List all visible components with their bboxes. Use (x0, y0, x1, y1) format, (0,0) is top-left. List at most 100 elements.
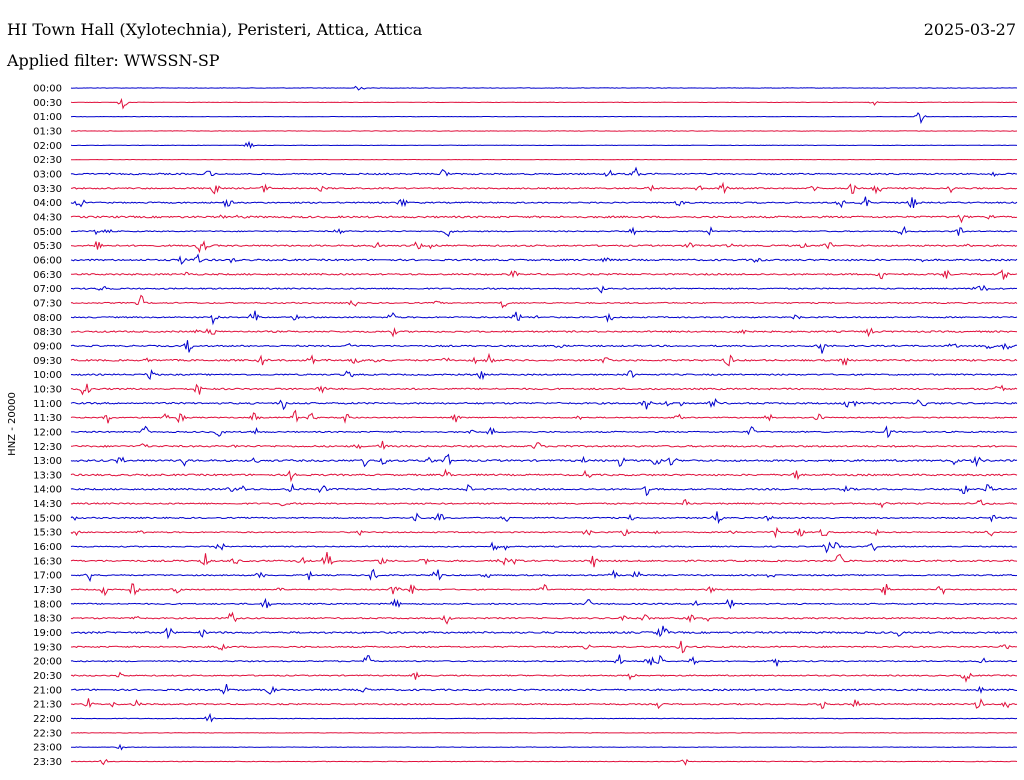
row-label: 23:30 (33, 757, 62, 768)
trace-line (70, 253, 1018, 265)
row-label: 16:30 (33, 556, 62, 567)
trace-line (71, 425, 1018, 439)
y-axis-label: HNZ - 20000 (7, 392, 18, 456)
row-label: 09:00 (33, 341, 62, 352)
row-label: 20:00 (33, 657, 62, 668)
trace-line (71, 440, 1018, 451)
row-label: 13:00 (33, 456, 62, 467)
trace-line (70, 499, 1018, 509)
trace-line (70, 698, 1018, 710)
trace-rows: 00:00 00:30 01:00 01:30 02:00 02:30 03:00 03:30… (33, 84, 1018, 768)
row-label: 14:00 (33, 485, 62, 496)
trace-line (70, 112, 1018, 125)
trace-line (70, 671, 1018, 683)
row-label: 04:30 (33, 212, 62, 223)
row-label: 20:30 (33, 671, 62, 682)
row-label: 10:30 (33, 384, 62, 395)
trace-line (70, 181, 1018, 195)
trace-line (70, 541, 1018, 554)
row-label: 00:00 (33, 84, 62, 95)
trace-line (70, 654, 1018, 667)
row-label: 14:30 (33, 499, 62, 510)
row-label: 21:00 (33, 685, 62, 696)
filter-label: Applied filter: WWSSN-SP (7, 51, 220, 70)
trace-line (70, 743, 1018, 751)
trace-line (70, 240, 1018, 254)
row-label: 22:00 (33, 714, 62, 725)
row-label: 03:00 (33, 169, 62, 180)
row-label: 10:00 (33, 370, 62, 381)
trace-line (70, 483, 1018, 497)
trace-line (70, 712, 1018, 723)
trace-line (70, 327, 1018, 338)
row-label: 11:30 (33, 413, 62, 424)
row-label: 05:00 (33, 227, 62, 238)
trace-line (70, 526, 1018, 539)
trace-line (70, 409, 1018, 424)
trace-line (70, 453, 1018, 468)
row-label: 13:30 (33, 470, 62, 481)
row-label: 11:00 (33, 399, 62, 410)
row-label: 15:00 (33, 513, 62, 524)
trace-line (70, 511, 1018, 525)
trace-line (70, 683, 1018, 695)
row-label: 09:30 (33, 356, 62, 367)
trace-line (70, 294, 1018, 309)
trace-line (70, 140, 1018, 150)
trace-line (70, 552, 1018, 568)
row-label: 12:00 (33, 427, 62, 438)
trace-line (70, 310, 1018, 326)
trace-line (70, 597, 1018, 610)
row-label: 08:30 (33, 327, 62, 338)
row-label: 02:00 (33, 141, 62, 152)
row-label: 21:30 (33, 700, 62, 711)
row-label: 08:00 (33, 313, 62, 324)
trace-line (70, 611, 1018, 625)
row-label: 04:00 (33, 198, 62, 209)
row-label: 06:30 (33, 270, 62, 281)
row-label: 22:30 (33, 728, 62, 739)
trace-line (70, 97, 1018, 110)
trace-line (70, 368, 1018, 381)
row-label: 00:30 (33, 98, 62, 109)
trace-line (70, 383, 1018, 396)
row-label: 02:30 (33, 155, 62, 166)
row-label: 23:00 (33, 743, 62, 754)
row-label: 01:30 (33, 126, 62, 137)
trace-line (70, 468, 1018, 483)
row-label: 06:00 (33, 255, 62, 266)
row-label: 19:30 (33, 642, 62, 653)
row-label: 07:00 (33, 284, 62, 295)
row-label: 05:30 (33, 241, 62, 252)
trace-line (70, 284, 1018, 294)
row-label: 18:30 (33, 614, 62, 625)
row-label: 18:00 (33, 599, 62, 610)
trace-line (70, 583, 1018, 597)
row-label: 12:30 (33, 442, 62, 453)
row-label: 07:30 (33, 298, 62, 309)
trace-line (70, 758, 1018, 766)
row-label: 16:00 (33, 542, 62, 553)
trace-line (70, 640, 1018, 654)
station-title: HI Town Hall (Xylotechnia), Peristeri, A… (7, 20, 423, 39)
row-label: 15:30 (33, 528, 62, 539)
trace-line (70, 225, 1018, 238)
trace-line (70, 398, 1018, 411)
trace-line (70, 352, 1018, 367)
trace-line (70, 166, 1018, 177)
trace-line (70, 196, 1018, 209)
trace-line (70, 625, 1018, 640)
row-label: 03:30 (33, 184, 62, 195)
row-label: 19:00 (33, 628, 62, 639)
row-label: 01:00 (33, 112, 62, 123)
trace-line (70, 85, 1018, 91)
trace-line (71, 568, 1018, 583)
trace-line (70, 732, 1018, 734)
trace-line (70, 340, 1017, 354)
trace-line (70, 214, 1018, 224)
date-label: 2025-03-27 (923, 20, 1016, 39)
row-label: 17:00 (33, 571, 62, 582)
trace-line (70, 269, 1018, 280)
row-label: 17:30 (33, 585, 62, 596)
